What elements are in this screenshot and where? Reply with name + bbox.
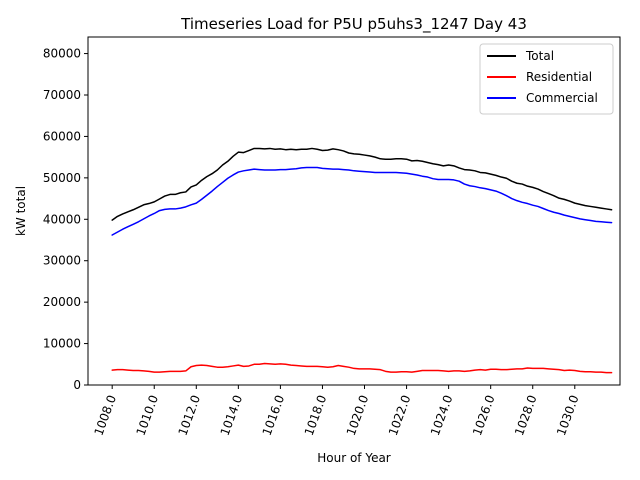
plot-frame: [87, 36, 621, 386]
series-line-commercial: [111, 166, 613, 236]
y-axis-label: kW total: [14, 186, 28, 236]
y-tick-label: 30000: [43, 254, 81, 268]
y-tick-label: 20000: [43, 295, 81, 309]
series-line-total: [111, 147, 613, 221]
y-axis: 0 10000 20000 30000 40000 50000 60000 70000 8000…: [43, 47, 88, 392]
series-line-residential: [111, 362, 613, 374]
legend-label-total: Total: [525, 49, 554, 63]
y-tick-label: 80000: [43, 47, 81, 61]
y-tick-label: 10000: [43, 337, 81, 351]
y-tick-label: 60000: [43, 129, 81, 143]
legend-label-commercial: Commercial: [526, 91, 598, 105]
y-tick-label: 0: [73, 378, 81, 392]
x-axis-label: Hour of Year: [317, 451, 391, 465]
y-tick-label: 70000: [43, 88, 81, 102]
series-layer: [111, 147, 613, 374]
y-tick-label: 40000: [43, 212, 81, 226]
y-tick-label: 50000: [43, 171, 81, 185]
legend-frame: [479, 43, 614, 115]
chart-title: Timeseries Load for P5U p5uhs3_1247 Day …: [180, 15, 527, 34]
legend-label-residential: Residential: [526, 70, 592, 84]
legend: Total Residential Commercial: [479, 43, 614, 115]
